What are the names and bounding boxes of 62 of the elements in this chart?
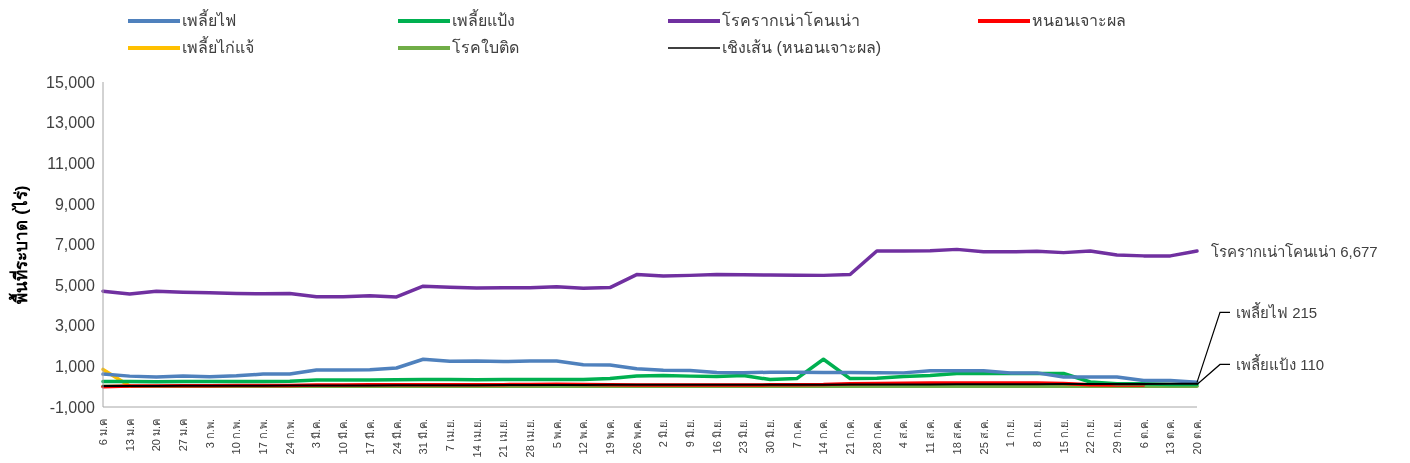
x-tick-label: 25 ส.ค. <box>977 419 990 455</box>
x-tick-label: 19 พ.ค. <box>603 419 616 455</box>
x-tick-label: 4 ส.ค. <box>897 419 910 449</box>
legend-label: โรครากเน่าโคนเน่า <box>722 10 860 31</box>
x-tick-label: 14 เม.ย. <box>470 419 483 458</box>
x-tick-label: 28 ก.ค. <box>870 419 883 455</box>
x-tick-label: 29 ก.ย. <box>1110 419 1123 454</box>
legend-label: หนอนเจาะผล <box>1032 11 1126 31</box>
legend-label: เพลี้ยแป้ง <box>452 8 515 31</box>
y-tick-label: 1,000 <box>54 358 96 376</box>
x-tick-label: 20 ต.ค. <box>1191 419 1203 455</box>
x-tick-label: 17 ก.พ. <box>257 419 270 455</box>
x-tick-label: 2 มิ.ย. <box>657 419 670 448</box>
x-tick-label: 17 มี.ค. <box>363 419 376 455</box>
x-tick-label: 7 เม.ย. <box>443 419 456 452</box>
y-tick-label: 7,000 <box>54 236 96 254</box>
x-tick-label: 26 พ.ค. <box>630 419 643 455</box>
x-tick-label: 22 ก.ย. <box>1084 419 1097 454</box>
x-tick-label: 18 ส.ค. <box>950 419 963 455</box>
x-tick-label: 27 ม.ค <box>177 419 190 452</box>
x-tick-label: 14 ก.ค. <box>817 419 830 455</box>
x-tick-label: 13 ต.ค. <box>1164 419 1177 455</box>
y-tick-label: 5,000 <box>54 276 96 294</box>
legend-label: เพลี้ยไก่แจ้ <box>182 35 254 58</box>
x-tick-label: 10 ก.พ. <box>230 419 243 455</box>
y-tick-label: -1,000 <box>49 398 96 416</box>
x-tick-label: 12 พ.ค. <box>577 419 590 455</box>
x-tick-label: 20 ม.ค <box>150 419 163 452</box>
x-tick-label: 15 ก.ย. <box>1057 419 1070 454</box>
x-tick-label: 24 ก.พ. <box>283 419 296 455</box>
annotation: เพลี้ยแป้ง 110 <box>1236 353 1325 373</box>
x-tick-label: 21 เม.ย. <box>497 419 510 458</box>
x-tick-label: 13 ม.ค <box>123 419 136 452</box>
x-tick-label: 6 ม.ค <box>97 419 109 446</box>
annotation: โรครากเน่าโคนเน่า 6,677 <box>1211 242 1378 260</box>
x-tick-label: 1 ก.ย. <box>1004 419 1017 448</box>
y-tick-label: 3,000 <box>54 317 96 335</box>
x-tick-label: 6 ต.ค. <box>1137 419 1150 449</box>
x-tick-label: 5 พ.ค. <box>550 419 563 449</box>
y-tick-label: 9,000 <box>54 195 96 213</box>
x-tick-label: 3 มี.ค. <box>310 419 323 449</box>
x-tick-label: 9 มิ.ย. <box>684 419 697 448</box>
x-tick-label: 30 มิ.ย. <box>764 419 777 454</box>
x-tick-label: 3 ก.พ. <box>203 419 216 449</box>
y-tick-label: 11,000 <box>47 154 96 172</box>
x-tick-label: 31 มี.ค. <box>417 419 430 455</box>
x-tick-label: 10 มี.ค. <box>337 419 350 455</box>
y-tick-label: 13,000 <box>46 114 96 132</box>
legend-label: เชิงเส้น (หนอนเจาะผล) <box>722 38 882 58</box>
x-tick-label: 28 เม.ย. <box>523 419 536 458</box>
y-axis-title: พื้นที่ระบาด (ไร่) <box>8 185 32 304</box>
x-tick-label: 21 ก.ค. <box>844 419 857 455</box>
legend-label: เพลี้ยไฟ <box>182 8 236 31</box>
x-tick-label: 24 มี.ค. <box>390 419 403 455</box>
x-tick-label: 11 ส.ค. <box>924 419 937 454</box>
y-tick-label: 15,000 <box>46 73 96 91</box>
legend-label: โรคใบติด <box>452 37 519 58</box>
annotation: เพลี้ยไฟ 215 <box>1236 301 1318 321</box>
x-tick-label: 8 ก.ย. <box>1030 419 1043 448</box>
x-tick-label: 23 มิ.ย. <box>737 419 750 454</box>
x-tick-label: 16 มิ.ย. <box>710 419 723 454</box>
x-tick-label: 7 ก.ค. <box>790 419 803 449</box>
